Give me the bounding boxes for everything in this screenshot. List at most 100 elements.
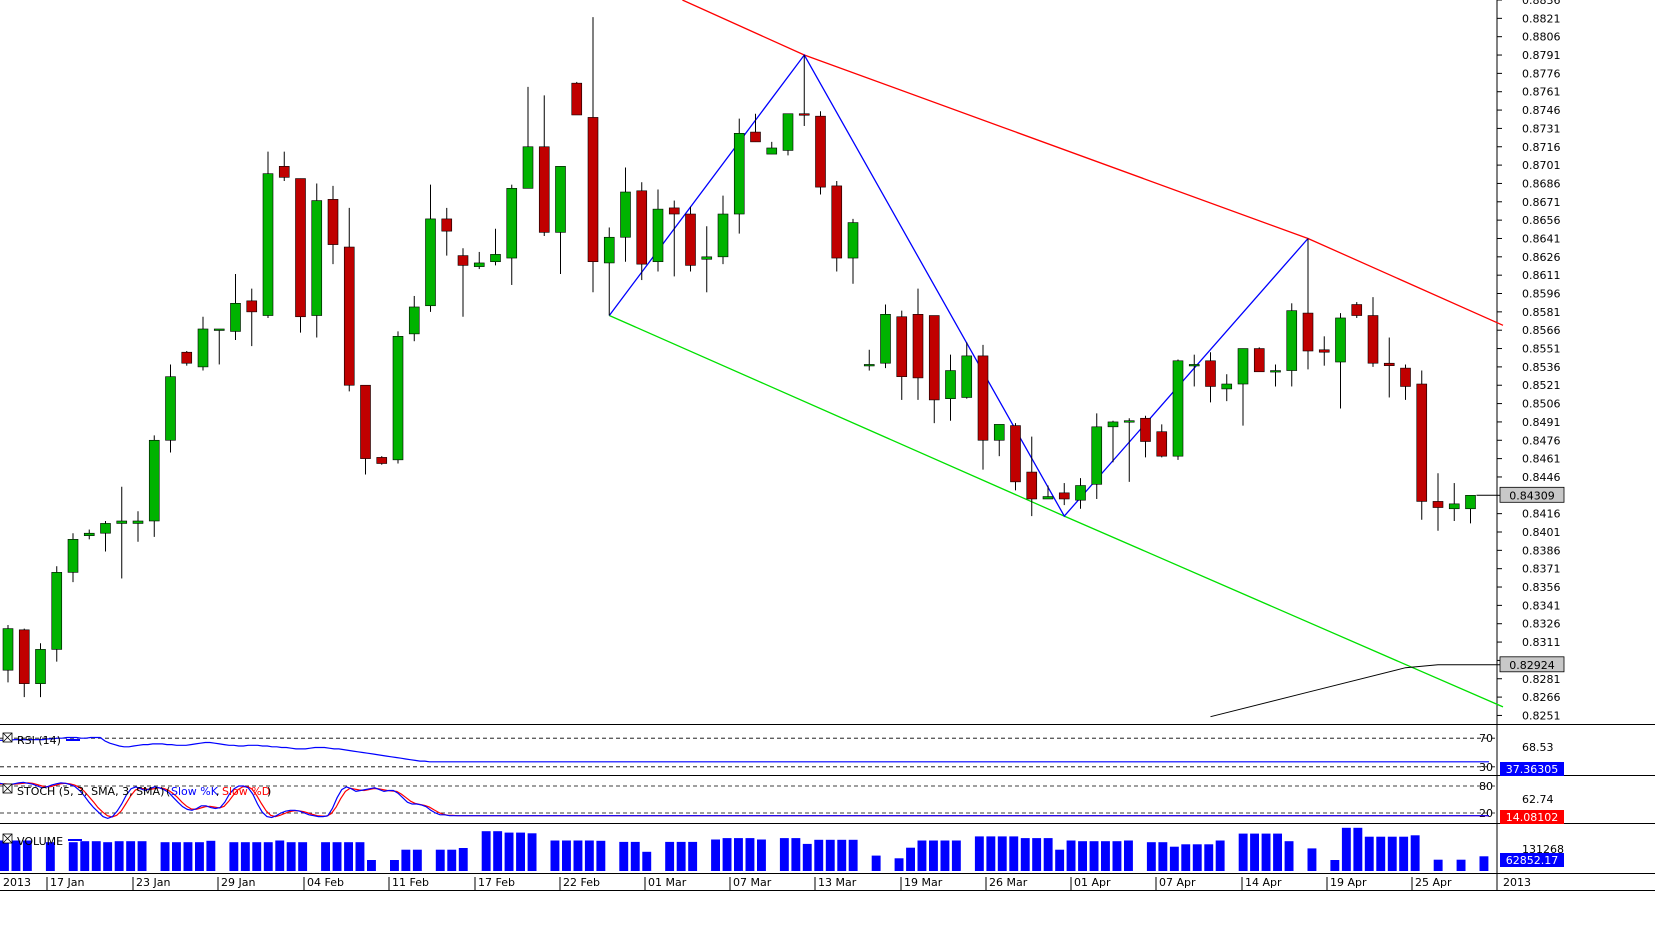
rsi-title: RSI (14) xyxy=(17,734,61,747)
volume-bar xyxy=(951,840,961,871)
volume-bar xyxy=(1009,836,1019,871)
candle-body xyxy=(1091,426,1103,485)
zigzag-line xyxy=(608,53,1309,518)
candle-body xyxy=(912,314,924,379)
candle-body xyxy=(490,254,501,263)
stoch-legend-close: ) xyxy=(267,785,271,798)
volume-bar xyxy=(1043,838,1053,871)
y-tick-label: 0.8776 xyxy=(1522,67,1561,80)
stoch-legend-open: ( xyxy=(166,785,170,798)
volume-bar xyxy=(516,832,525,871)
volume-bar xyxy=(745,838,755,871)
y-tick-label: 0.8386 xyxy=(1522,544,1561,557)
rsi-value-label: 37.36305 xyxy=(1506,763,1559,776)
rsi-line xyxy=(0,736,1489,763)
moving-average-line xyxy=(1210,664,1503,718)
y-tick-label: 0.8791 xyxy=(1522,49,1561,62)
volume-bar xyxy=(458,848,468,871)
volume-bar xyxy=(183,842,193,871)
stoch-right-label: 62.74 xyxy=(1522,793,1554,806)
candle-body xyxy=(506,188,518,259)
x-tick-label: 07 Mar xyxy=(733,876,772,889)
y-tick-label: 0.8686 xyxy=(1522,177,1561,190)
volume-bar xyxy=(263,842,273,871)
volume-bar xyxy=(917,840,927,871)
candle-body xyxy=(343,246,355,386)
volume-bar xyxy=(126,841,136,871)
candle-body xyxy=(831,185,843,259)
volume-bar xyxy=(757,839,766,871)
volume-bar xyxy=(1238,833,1248,871)
y-tick-label: 0.8806 xyxy=(1522,31,1561,44)
candle-body xyxy=(993,424,1005,441)
candle-body xyxy=(18,629,30,684)
volume-bar xyxy=(619,841,629,871)
candle-body xyxy=(1335,317,1346,363)
volume-bar xyxy=(137,841,147,871)
volume-bar xyxy=(401,849,411,871)
volume-title: VOLUME xyxy=(17,835,63,848)
volume-bar xyxy=(390,860,399,871)
volume-bar xyxy=(91,841,101,871)
volume-bar xyxy=(573,840,583,871)
rsi-right-label: 68.53 xyxy=(1522,741,1554,754)
y-tick-label: 0.8341 xyxy=(1522,599,1561,612)
candle-body xyxy=(181,351,193,364)
x-tick-label: 23 Jan xyxy=(136,876,170,889)
volume-bar xyxy=(734,838,743,871)
volume-bar xyxy=(630,841,640,871)
volume-bar xyxy=(80,841,90,871)
x-tick-label: 19 Mar xyxy=(904,876,943,889)
volume-bar xyxy=(1169,846,1179,871)
volume-bar xyxy=(332,842,342,871)
x-tick-label: 17 Jan xyxy=(50,876,84,889)
rsi-level-70: 70 xyxy=(1479,732,1493,745)
stoch-k-line xyxy=(0,781,1489,820)
ma-value-label-box xyxy=(1499,656,1565,673)
candle-body xyxy=(538,146,550,233)
volume-bar xyxy=(562,840,571,871)
volume-bar xyxy=(1399,836,1409,871)
rsi-toggle-icon-cross xyxy=(2,732,13,743)
candle-body xyxy=(1286,310,1298,371)
volume-bar xyxy=(642,851,652,871)
candle-body xyxy=(311,200,323,316)
volume-bar xyxy=(1192,844,1202,871)
volume-bar xyxy=(825,839,835,871)
candle-body xyxy=(750,131,761,143)
candle-body xyxy=(1351,304,1363,316)
candle-body xyxy=(132,520,144,524)
x-tick-label: 29 Jan xyxy=(221,876,255,889)
y-tick-label: 0.8746 xyxy=(1522,104,1561,117)
candle-body xyxy=(473,262,485,267)
candle-body xyxy=(2,628,14,671)
x-tick-label: 01 Apr xyxy=(1074,876,1111,889)
volume-bar xyxy=(997,836,1007,871)
candle-body xyxy=(392,336,404,461)
volume-value-box xyxy=(1500,853,1564,867)
stoch-level-80: 80 xyxy=(1479,780,1493,793)
stoch-k-legend: Slow %K xyxy=(171,785,219,798)
y-tick-label: 0.8371 xyxy=(1522,563,1561,576)
candle-body xyxy=(35,649,46,684)
candle-body xyxy=(668,207,680,215)
candle-body xyxy=(1448,503,1460,510)
volume-bar xyxy=(11,840,21,871)
volume-bar xyxy=(160,842,170,871)
candle-body xyxy=(408,306,420,335)
volume-bar xyxy=(779,838,789,871)
candle-body xyxy=(116,520,128,524)
candle-body xyxy=(1010,425,1021,483)
volume-bar xyxy=(195,842,204,871)
y-tick-label: 0.8251 xyxy=(1522,709,1561,722)
y-tick-label: 0.8671 xyxy=(1522,196,1561,209)
volume-bar xyxy=(1204,844,1214,871)
volume-bar xyxy=(906,847,915,871)
volume-bar xyxy=(240,842,250,871)
y-tick-label: 0.8416 xyxy=(1522,508,1561,521)
y-tick-label: 0.8566 xyxy=(1522,324,1561,337)
candle-body xyxy=(945,370,956,399)
candle-body xyxy=(67,539,79,573)
x-tick-label: 25 Apr xyxy=(1415,876,1452,889)
